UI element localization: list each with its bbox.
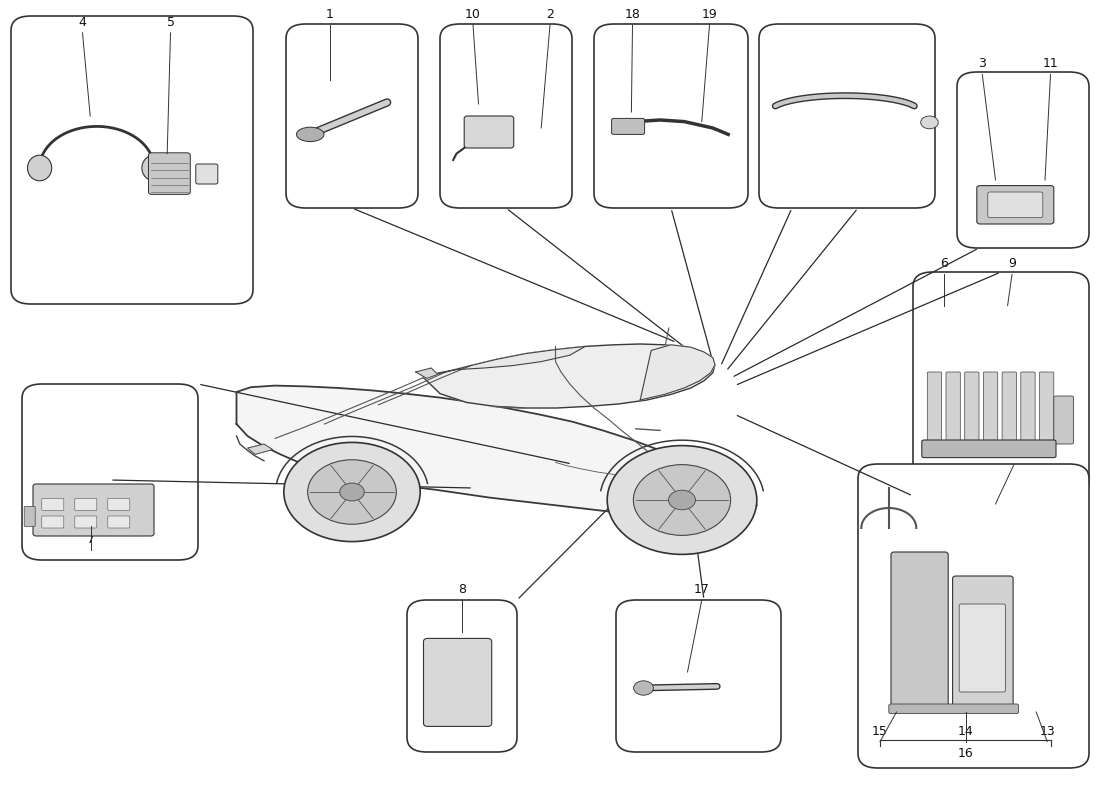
FancyBboxPatch shape	[1002, 372, 1016, 444]
Text: 3: 3	[978, 58, 987, 70]
FancyBboxPatch shape	[464, 116, 514, 148]
Text: 2: 2	[546, 8, 554, 21]
FancyBboxPatch shape	[108, 498, 130, 510]
Polygon shape	[248, 444, 273, 454]
Text: 9: 9	[1008, 258, 1016, 270]
FancyBboxPatch shape	[24, 506, 35, 526]
FancyBboxPatch shape	[424, 638, 492, 726]
Polygon shape	[424, 346, 585, 378]
FancyBboxPatch shape	[759, 24, 935, 208]
Text: 11: 11	[1043, 58, 1058, 70]
FancyBboxPatch shape	[108, 516, 130, 528]
FancyBboxPatch shape	[1054, 396, 1074, 444]
Text: 20: 20	[1006, 447, 1022, 460]
Ellipse shape	[28, 155, 52, 181]
Text: 6: 6	[939, 258, 948, 270]
Circle shape	[340, 483, 364, 501]
Circle shape	[308, 460, 396, 524]
Polygon shape	[640, 345, 715, 400]
Circle shape	[634, 465, 730, 535]
FancyBboxPatch shape	[286, 24, 418, 208]
FancyBboxPatch shape	[1021, 372, 1035, 444]
FancyBboxPatch shape	[957, 72, 1089, 248]
FancyBboxPatch shape	[965, 372, 979, 444]
Ellipse shape	[296, 127, 323, 142]
Text: 19: 19	[702, 8, 717, 21]
FancyBboxPatch shape	[148, 153, 190, 194]
FancyBboxPatch shape	[983, 372, 998, 444]
Text: 1: 1	[326, 8, 334, 21]
Text: 13: 13	[1040, 725, 1055, 738]
Text: 17: 17	[694, 583, 710, 596]
Polygon shape	[236, 386, 757, 518]
FancyBboxPatch shape	[1040, 372, 1054, 444]
FancyBboxPatch shape	[33, 484, 154, 536]
FancyBboxPatch shape	[75, 516, 97, 528]
Text: 4: 4	[78, 16, 87, 29]
Circle shape	[634, 681, 653, 695]
Circle shape	[669, 490, 695, 510]
FancyBboxPatch shape	[927, 372, 942, 444]
Text: 18: 18	[625, 8, 640, 21]
FancyBboxPatch shape	[891, 552, 948, 708]
FancyBboxPatch shape	[440, 24, 572, 208]
FancyBboxPatch shape	[858, 464, 1089, 768]
Circle shape	[921, 116, 938, 129]
FancyBboxPatch shape	[612, 118, 645, 134]
Circle shape	[607, 446, 757, 554]
Text: 15: 15	[872, 725, 888, 738]
FancyBboxPatch shape	[22, 384, 198, 560]
Text: 14: 14	[958, 725, 974, 738]
Circle shape	[284, 442, 420, 542]
FancyBboxPatch shape	[407, 600, 517, 752]
Text: 16: 16	[958, 747, 974, 760]
FancyBboxPatch shape	[196, 164, 218, 184]
FancyBboxPatch shape	[42, 498, 64, 510]
Text: 10: 10	[465, 8, 481, 21]
Ellipse shape	[142, 155, 166, 181]
Polygon shape	[424, 344, 715, 408]
FancyBboxPatch shape	[594, 24, 748, 208]
Text: 5: 5	[166, 16, 175, 29]
FancyBboxPatch shape	[42, 516, 64, 528]
FancyBboxPatch shape	[889, 704, 1019, 714]
Polygon shape	[416, 368, 438, 378]
FancyBboxPatch shape	[616, 600, 781, 752]
Text: 7: 7	[87, 533, 96, 546]
FancyBboxPatch shape	[75, 498, 97, 510]
FancyBboxPatch shape	[988, 192, 1043, 218]
FancyBboxPatch shape	[913, 272, 1089, 496]
FancyBboxPatch shape	[953, 576, 1013, 708]
FancyBboxPatch shape	[959, 604, 1005, 692]
FancyBboxPatch shape	[11, 16, 253, 304]
Text: 8: 8	[458, 583, 466, 596]
FancyBboxPatch shape	[977, 186, 1054, 224]
FancyBboxPatch shape	[922, 440, 1056, 458]
FancyBboxPatch shape	[946, 372, 960, 444]
